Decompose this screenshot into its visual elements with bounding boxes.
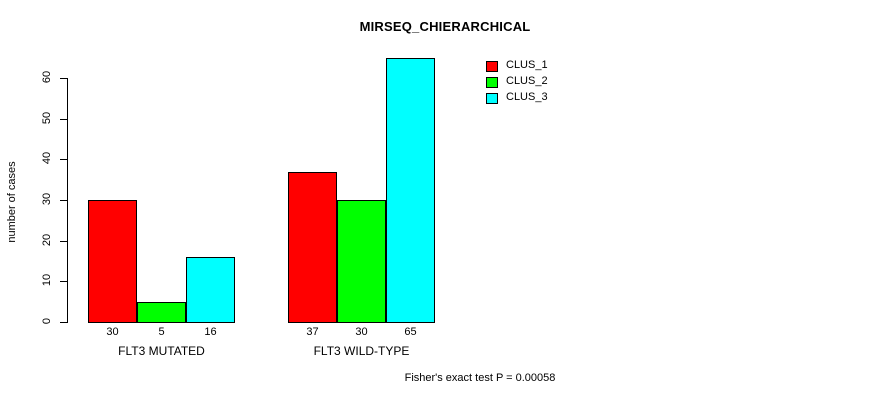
statistical-annotation: Fisher's exact test P = 0.00058 [404, 372, 556, 384]
bar-value-label: 16 [204, 326, 217, 338]
legend-item-label: CLUS_2 [506, 75, 548, 87]
y-axis-tick-mark [60, 78, 67, 79]
bar [88, 200, 137, 323]
bar [386, 58, 435, 323]
y-axis-tick-mark [60, 200, 67, 201]
bar-value-label: 30 [106, 326, 119, 338]
bar-value-label: 65 [404, 326, 417, 338]
y-axis-tick-mark [60, 240, 67, 242]
legend-color-swatch [486, 93, 498, 104]
y-axis-tick-mark [60, 322, 67, 323]
legend-color-swatch [486, 61, 498, 72]
x-axis-group-label: FLT3 MUTATED [118, 344, 205, 358]
group-baseline [88, 322, 235, 323]
bar [337, 200, 386, 323]
x-axis-group-label: FLT3 WILD-TYPE [313, 344, 410, 358]
group-baseline [288, 322, 435, 323]
bar-value-label: 37 [306, 326, 319, 338]
legend-item-label: CLUS_1 [506, 59, 548, 71]
y-axis-tick-mark [60, 118, 67, 120]
bar-value-label: 5 [158, 326, 165, 338]
bar [137, 302, 186, 323]
legend-item-label: CLUS_3 [506, 91, 548, 103]
bar [186, 257, 235, 323]
y-axis-tick-mark [60, 281, 67, 283]
bar-value-label: 30 [355, 326, 368, 338]
y-axis-line [67, 78, 68, 323]
chart-title: MIRSEQ_CHIERARCHICAL [359, 19, 531, 34]
bar [288, 172, 337, 323]
y-axis-tick-mark [60, 159, 67, 161]
legend-color-swatch [486, 77, 498, 88]
